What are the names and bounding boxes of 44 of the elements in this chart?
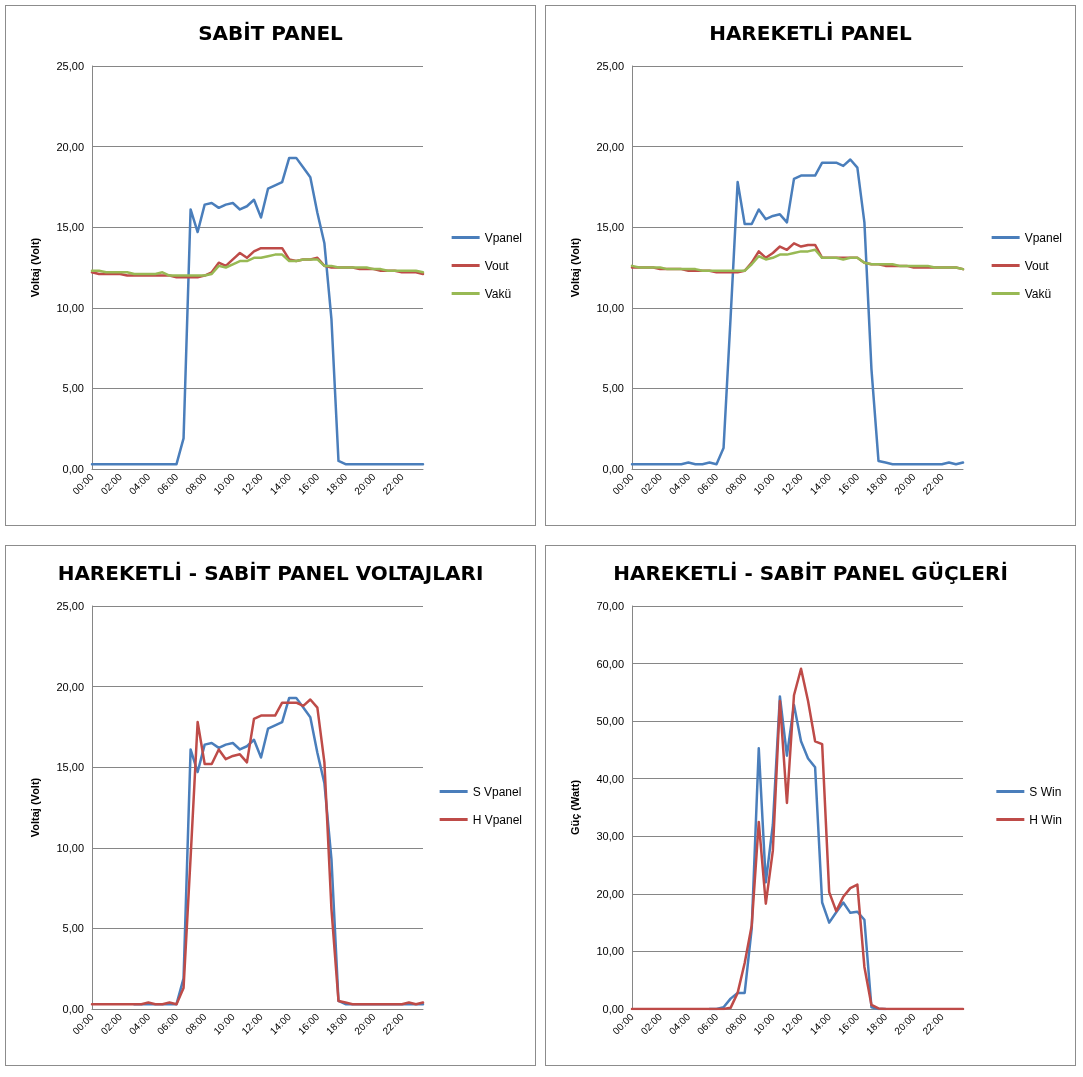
y-tick-label: 20,00 (56, 680, 84, 693)
y-tick-label: 25,00 (56, 60, 84, 72)
y-tick-label: 50,00 (596, 715, 624, 728)
y-tick-label: 15,00 (596, 221, 624, 234)
y-tick-label: 15,00 (56, 221, 84, 234)
legend-label: H Win (1029, 812, 1063, 827)
y-tick-label: 5,00 (602, 382, 624, 395)
y-tick-label: 25,00 (596, 60, 624, 72)
legend-label: Vpanel (484, 230, 523, 245)
legend-label: Vakü (484, 286, 512, 301)
y-tick-label: 10,00 (56, 841, 84, 854)
y-tick-label: 5,00 (62, 922, 84, 935)
y-tick-label: 10,00 (596, 301, 624, 314)
legend-label: S Vpanel (472, 784, 522, 799)
legend-label: Vout (1024, 258, 1050, 273)
y-tick-label: 0,00 (62, 463, 84, 475)
y-tick-label: 0,00 (62, 1003, 84, 1015)
y-tick-label: 0,00 (602, 1003, 624, 1015)
y-tick-label: 15,00 (56, 761, 84, 774)
chart-title: HAREKETLİ - SABİT PANEL VOLTAJLARI (57, 561, 484, 585)
chart-title: SABİT PANEL (198, 21, 344, 45)
chart-title: HAREKETLİ - SABİT PANEL GÜÇLERİ (613, 561, 1008, 585)
y-tick-label: 10,00 (56, 301, 84, 314)
y-tick-label: 20,00 (596, 887, 624, 900)
y-tick-label: 70,00 (596, 600, 624, 612)
legend-label: Vout (484, 258, 510, 273)
legend-label: H Vpanel (472, 812, 523, 827)
y-tick-label: 30,00 (596, 830, 624, 843)
legend-label: Vakü (1024, 286, 1052, 301)
y-tick-label: 5,00 (62, 382, 84, 395)
y-tick-label: 20,00 (56, 140, 84, 153)
chart-title: HAREKETLİ PANEL (709, 21, 913, 45)
y-axis-title: Voltaj (Volt) (28, 237, 41, 298)
legend-label: S Win (1029, 784, 1062, 799)
y-axis-title: Voltaj (Volt) (568, 237, 581, 298)
y-axis-title: Güç (Watt) (568, 779, 581, 836)
y-tick-label: 60,00 (596, 657, 624, 670)
y-tick-label: 40,00 (596, 772, 624, 785)
y-axis-title: Voltaj (Volt) (28, 777, 41, 838)
legend-label: Vpanel (1024, 230, 1063, 245)
y-tick-label: 10,00 (596, 945, 624, 958)
y-tick-label: 20,00 (596, 140, 624, 153)
y-tick-label: 25,00 (56, 600, 84, 612)
y-tick-label: 0,00 (602, 463, 624, 475)
